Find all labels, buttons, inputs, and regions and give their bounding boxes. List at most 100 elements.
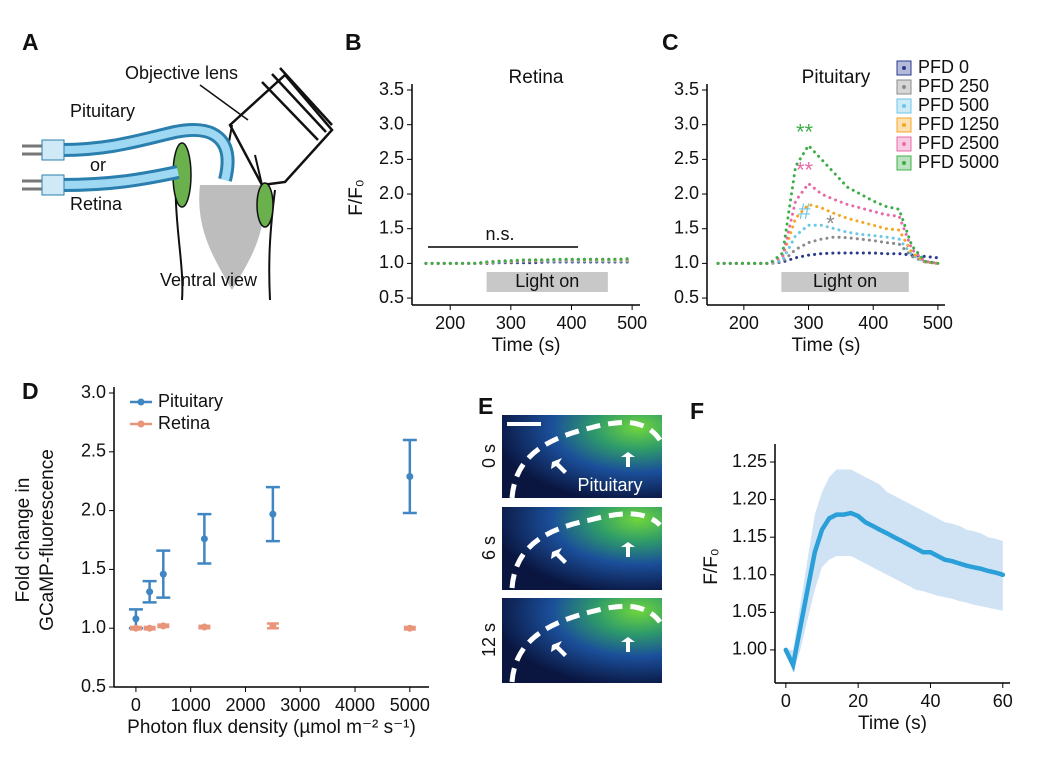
time-label: 6 s [479, 536, 499, 560]
y-tick-label: 0.5 [674, 287, 699, 307]
y-tick-label: 2.0 [81, 499, 106, 519]
legend-label: PFD 0 [918, 57, 969, 77]
point [146, 588, 154, 596]
diagram-label: Ventral view [160, 270, 258, 290]
legend-label: PFD 250 [918, 76, 989, 96]
legend-dot [137, 420, 145, 428]
x-tick-label: 2000 [225, 695, 265, 715]
light-on-label: Light on [813, 271, 877, 291]
y-tick-label: 1.00 [732, 639, 767, 659]
diagram-label: Retina [70, 194, 123, 214]
arrows [551, 452, 635, 657]
y-axis-label: F/F₀ [346, 179, 367, 215]
panel-label: C [662, 29, 679, 55]
ferrule [41, 139, 65, 161]
fiber [61, 126, 232, 181]
diagram-label: Objective lens [125, 63, 238, 83]
point [146, 624, 154, 632]
eye [256, 182, 274, 228]
point [269, 622, 277, 630]
chart-title: Pituitary [802, 67, 871, 88]
ferrule [41, 174, 65, 196]
x-tick-label: 5000 [390, 695, 430, 715]
significance: ** [796, 119, 814, 144]
legend-dot [902, 104, 906, 108]
y-tick-label: 2.5 [81, 441, 106, 461]
series-line [716, 251, 940, 265]
y-tick-label: 0.5 [81, 676, 106, 696]
y-tick-label: 2.0 [674, 183, 699, 203]
point [159, 622, 167, 630]
connector [22, 144, 45, 191]
outline [509, 419, 663, 499]
panel-label: E [478, 393, 493, 419]
x-tick-label: 3000 [280, 695, 320, 715]
x-tick-label: 1000 [171, 695, 211, 715]
x-tick-label: 500 [923, 313, 953, 333]
panel-label: F [690, 398, 704, 424]
series-line [716, 143, 940, 265]
x-axis-label: Time (s) [492, 335, 561, 356]
time-label: 0 s [479, 444, 499, 468]
legend-label: PFD 1250 [918, 114, 999, 134]
x-tick-label: 400 [556, 313, 586, 333]
diagram-label: or [90, 155, 106, 175]
point [159, 570, 167, 578]
x-tick-label: 20 [848, 691, 868, 711]
legend-label: PFD 500 [918, 95, 989, 115]
significance: * [826, 211, 835, 236]
micrograph [502, 507, 662, 590]
y-tick-label: 3.5 [379, 79, 404, 99]
x-tick-label: 4000 [335, 695, 375, 715]
panel-label: B [345, 29, 362, 55]
y-tick-label: 1.5 [379, 217, 404, 237]
point [132, 624, 140, 632]
series-line [783, 510, 1006, 673]
legend-dot [902, 85, 906, 89]
x-tick-label: 60 [993, 691, 1013, 711]
legend-dot [902, 123, 906, 127]
micrograph [502, 598, 662, 683]
fiber [61, 168, 179, 189]
error-band [785, 469, 1003, 673]
legend-label: Retina [158, 413, 211, 433]
chart-title: Retina [509, 67, 564, 88]
x-axis-label: Time (s) [792, 335, 861, 356]
legend-dot [902, 66, 906, 70]
panel-label: A [22, 29, 39, 55]
x-axis-label: Photon flux density (µmol m⁻² s⁻¹) [127, 717, 416, 738]
region-label: Pituitary [577, 475, 642, 495]
image-panels: Pituitary 0 s 6 s 12 s [479, 415, 663, 683]
y-tick-label: 1.20 [732, 488, 767, 508]
y-tick-label: 3.0 [81, 382, 106, 402]
point [406, 624, 414, 632]
x-tick-label: 500 [617, 313, 647, 333]
point [200, 535, 208, 543]
y-axis-label: Fold change in [13, 478, 34, 603]
x-tick-label: 200 [729, 313, 759, 333]
point [132, 615, 140, 623]
point [200, 623, 208, 631]
outline [509, 511, 662, 589]
y-tick-label: 3.0 [674, 113, 699, 133]
light-on-bar [486, 272, 608, 292]
legend-dot [902, 161, 906, 165]
time-label: 12 s [479, 623, 499, 657]
y-tick-label: 1.5 [674, 217, 699, 237]
light-on-bar [781, 272, 909, 292]
y-tick-label: 1.0 [674, 252, 699, 272]
diagram-label: Pituitary [70, 101, 135, 121]
diagram: Objective lens Pituitary or Retina Ventr… [22, 63, 334, 301]
y-tick-label: 2.5 [379, 148, 404, 168]
legend-dot [902, 142, 906, 146]
y-tick-label: 1.25 [732, 451, 767, 471]
x-tick-label: 40 [920, 691, 940, 711]
panel-label: D [22, 378, 39, 404]
y-tick-label: 3.5 [674, 79, 699, 99]
y-tick-label: 1.10 [732, 564, 767, 584]
y-tick-label: 3.0 [379, 113, 404, 133]
brain [199, 185, 264, 290]
y-tick-label: 0.5 [379, 287, 404, 307]
x-tick-label: 400 [858, 313, 888, 333]
legend-label: PFD 5000 [918, 152, 999, 172]
